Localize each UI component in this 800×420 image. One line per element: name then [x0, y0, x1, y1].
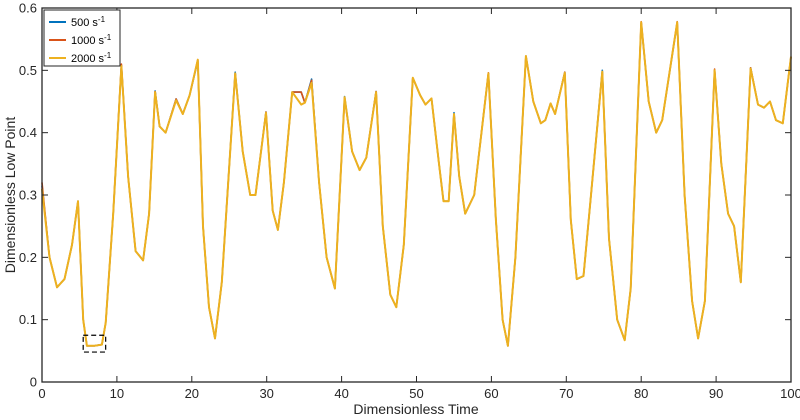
y-tick-label: 0.5 — [19, 63, 37, 78]
x-tick-label: 20 — [185, 386, 199, 401]
plot-area — [42, 8, 791, 382]
legend-entry-exponent: -1 — [98, 15, 106, 24]
legend-entry-name: 2000 s — [71, 53, 105, 65]
legend-entry-exponent: -1 — [104, 51, 112, 60]
legend-entry: 1000 s-1 — [71, 33, 112, 47]
y-tick-label: 0.2 — [19, 250, 37, 265]
x-axis-label: Dimensionless Time — [353, 401, 478, 417]
x-tick-label: 90 — [709, 386, 723, 401]
x-tick-label: 30 — [259, 386, 273, 401]
y-tick-label: 0.6 — [19, 1, 37, 16]
y-tick-label: 0.1 — [19, 312, 37, 327]
legend-entry: 500 s-1 — [71, 15, 106, 29]
annotation-box — [82, 334, 107, 353]
x-tick-label: 80 — [634, 386, 648, 401]
y-tick-label: 0.3 — [19, 188, 37, 203]
legend-entry-name: 500 s — [71, 17, 98, 29]
x-tick-label: 50 — [409, 386, 423, 401]
x-tick-label: 0 — [38, 386, 45, 401]
legend-box — [43, 9, 121, 67]
legend-entry-exponent: -1 — [104, 33, 112, 42]
series-line-3 — [41, 21, 792, 347]
series-lines — [41, 20, 792, 347]
x-tick-label: 10 — [110, 386, 124, 401]
axis-ticks: 0 10 20 30 40 50 60 70 80 90 100 0 0.1 0.2 0.3 0.4 0.5 0.… — [19, 1, 800, 402]
x-tick-label: 60 — [484, 386, 498, 401]
y-axis-label: Dimensionless Low Point — [2, 117, 18, 274]
legend-entry-name: 1000 s — [71, 35, 105, 47]
y-tick-label: 0 — [30, 375, 37, 390]
y-tick-label: 0.4 — [19, 125, 37, 140]
x-tick-label: 40 — [334, 386, 348, 401]
legend-entry: 2000 s-1 — [71, 51, 112, 65]
x-tick-label: 100 — [780, 386, 800, 401]
x-tick-label: 70 — [559, 386, 573, 401]
